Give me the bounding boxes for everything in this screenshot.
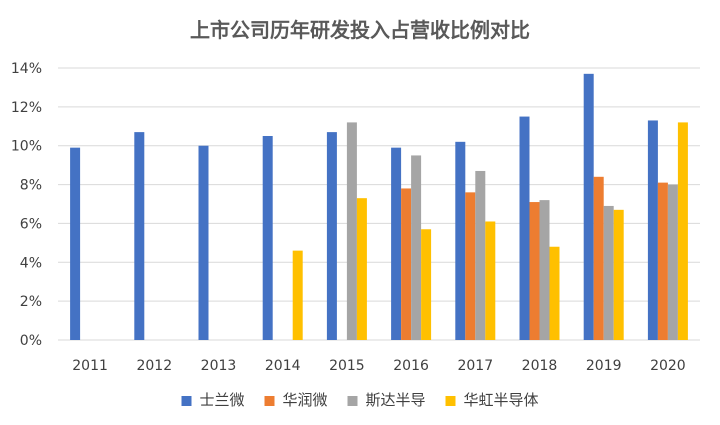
- bar-2014-series-3: [292, 250, 303, 340]
- legend-label: 华虹半导体: [464, 391, 539, 409]
- x-tick-label: 2016: [393, 358, 429, 374]
- bar-2015-series-3: [356, 198, 367, 340]
- bars: [70, 73, 688, 341]
- y-tick-label: 10%: [11, 139, 42, 155]
- bar-2020-series-0: [647, 120, 658, 340]
- bar-2018-series-1: [529, 202, 540, 340]
- x-tick-label: 2012: [136, 358, 172, 374]
- legend-swatch: [445, 396, 456, 406]
- legend: 士兰微 华润微 斯达半导 华虹半导体: [181, 391, 539, 409]
- x-tick-label: 2019: [586, 358, 622, 374]
- legend-label: 斯达半导: [366, 391, 426, 409]
- legend-swatch: [347, 396, 358, 406]
- bar-2020-series-2: [667, 184, 678, 340]
- x-tick-label: 2015: [329, 358, 365, 374]
- bar-2016-series-1: [401, 188, 412, 340]
- bar-2017-series-0: [455, 141, 466, 340]
- x-tick-label: 2013: [201, 358, 237, 374]
- bar-2016-series-2: [411, 155, 422, 340]
- legend-label: 华润微: [283, 391, 328, 409]
- bar-2012-series-0: [134, 132, 145, 340]
- legend-label: 士兰微: [200, 391, 245, 409]
- bar-2016-series-3: [421, 229, 432, 340]
- bar-2017-series-3: [485, 221, 496, 340]
- bar-2018-series-3: [549, 246, 560, 340]
- bar-2020-series-1: [657, 182, 668, 340]
- y-axis-ticks: 0% 2% 4% 6% 8% 10% 12% 14%: [11, 61, 42, 349]
- gridlines: [58, 67, 700, 341]
- x-tick-label: 2017: [457, 358, 493, 374]
- y-tick-label: 12%: [11, 100, 42, 116]
- legend-swatch: [181, 396, 192, 406]
- y-tick-label: 0%: [20, 333, 42, 349]
- bar-2011-series-0: [70, 147, 81, 340]
- x-tick-label: 2020: [650, 358, 686, 374]
- bar-2019-series-2: [603, 205, 614, 340]
- x-tick-label: 2018: [522, 358, 558, 374]
- bar-2020-series-3: [677, 122, 688, 341]
- bar-2013-series-0: [198, 145, 209, 340]
- chart-title: 上市公司历年研发投入占营收比例对比: [190, 18, 530, 42]
- bar-2019-series-1: [593, 176, 604, 340]
- bar-2017-series-2: [475, 170, 486, 340]
- bar-2015-series-0: [326, 132, 337, 340]
- y-tick-label: 6%: [20, 216, 42, 232]
- legend-swatch: [264, 396, 275, 406]
- x-axis-ticks: 2011 2012 2013 2014 2015 2016 2017 2018 2019 2020: [72, 358, 685, 374]
- y-tick-label: 2%: [20, 294, 42, 310]
- y-tick-label: 8%: [20, 178, 42, 194]
- bar-2019-series-3: [613, 209, 624, 340]
- bar-2015-series-2: [346, 122, 357, 341]
- bar-2017-series-1: [465, 192, 476, 340]
- y-tick-label: 14%: [11, 61, 42, 77]
- x-tick-label: 2011: [72, 358, 108, 374]
- bar-2019-series-0: [583, 73, 594, 340]
- bar-2018-series-2: [539, 200, 550, 340]
- bar-2016-series-0: [391, 147, 402, 340]
- bar-2018-series-0: [519, 116, 530, 340]
- x-tick-label: 2014: [265, 358, 301, 374]
- bar-2014-series-0: [262, 136, 273, 340]
- y-tick-label: 4%: [20, 255, 42, 271]
